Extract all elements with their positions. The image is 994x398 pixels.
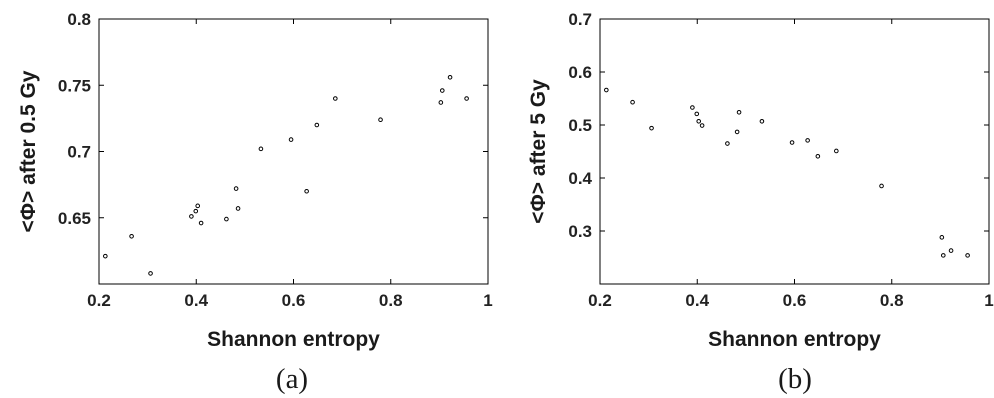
y-tick-label: 0.65	[58, 209, 91, 228]
panel-caption: (a)	[276, 363, 308, 395]
data-point	[834, 148, 839, 154]
x-tick-label: 1	[483, 291, 492, 310]
data-point	[314, 122, 320, 128]
data-point	[815, 153, 821, 159]
y-axis-title: <Φ> after 0.5 Gy	[17, 70, 40, 232]
data-point	[333, 96, 338, 101]
y-axis-title: <Φ> after 5 Gy	[527, 79, 550, 224]
x-tick-label: 0.8	[379, 291, 403, 310]
y-tick-label: 0.7	[568, 10, 592, 29]
y-tick-label: 0.8	[67, 10, 91, 29]
x-tick-label: 1	[984, 291, 993, 310]
data-point	[258, 146, 264, 152]
data-point	[805, 138, 810, 143]
x-axis-title: Shannon entropy	[207, 328, 380, 351]
data-point	[189, 214, 194, 219]
data-point	[940, 253, 946, 258]
data-point	[378, 117, 383, 122]
data-point	[148, 271, 153, 276]
data-point	[235, 206, 241, 211]
data-point	[734, 129, 740, 135]
data-point	[736, 109, 742, 115]
data-point	[696, 118, 702, 124]
data-point	[439, 88, 445, 93]
x-tick-label: 0.4	[685, 291, 709, 310]
y-tick-label: 0.5	[568, 116, 592, 135]
data-point	[224, 216, 229, 222]
x-tick-label: 0.6	[282, 291, 306, 310]
data-point	[447, 75, 453, 80]
data-point	[103, 253, 108, 259]
data-point	[725, 141, 730, 146]
data-point	[649, 125, 654, 131]
data-point	[879, 183, 884, 189]
y-tick-label: 0.4	[568, 169, 592, 188]
data-point	[939, 235, 945, 240]
data-point	[304, 188, 309, 194]
x-tick-label: 0.2	[87, 291, 111, 310]
panel-caption: (b)	[778, 363, 812, 395]
data-point	[759, 118, 765, 124]
data-point	[129, 234, 134, 239]
data-point	[198, 220, 204, 226]
data-point	[438, 100, 444, 105]
x-tick-label: 0.4	[184, 291, 208, 310]
data-point	[604, 87, 609, 93]
x-tick-label: 0.8	[880, 291, 904, 310]
data-point	[193, 208, 199, 214]
data-point	[965, 253, 970, 258]
plot-frame	[599, 18, 990, 285]
y-tick-label: 0.7	[67, 143, 91, 162]
data-point	[233, 186, 239, 191]
plot-frame	[98, 18, 489, 285]
x-axis-title: Shannon entropy	[708, 328, 881, 351]
y-tick-label: 0.75	[58, 76, 91, 95]
y-tick-label: 0.6	[568, 63, 592, 82]
data-point	[948, 248, 954, 253]
y-tick-label: 0.3	[568, 222, 592, 241]
x-tick-label: 0.2	[588, 291, 612, 310]
data-point	[699, 123, 705, 128]
data-point	[630, 99, 635, 105]
data-point	[464, 96, 469, 101]
data-point	[694, 111, 700, 117]
data-point	[789, 140, 795, 145]
data-point	[195, 203, 201, 209]
x-tick-label: 0.6	[783, 291, 807, 310]
data-point	[288, 137, 294, 142]
panel-b-scatter-chart: 0.2 0.4 0.6 0.8 1 0.3 0.4 0.5 0.6 0.7 Shannon entr…	[527, 10, 994, 395]
panel-a-scatter-chart: 0.2 0.4 0.6 0.8 1 0.65 0.7 0.75 0.8 Shannon entro…	[17, 10, 493, 395]
data-point	[690, 105, 695, 110]
